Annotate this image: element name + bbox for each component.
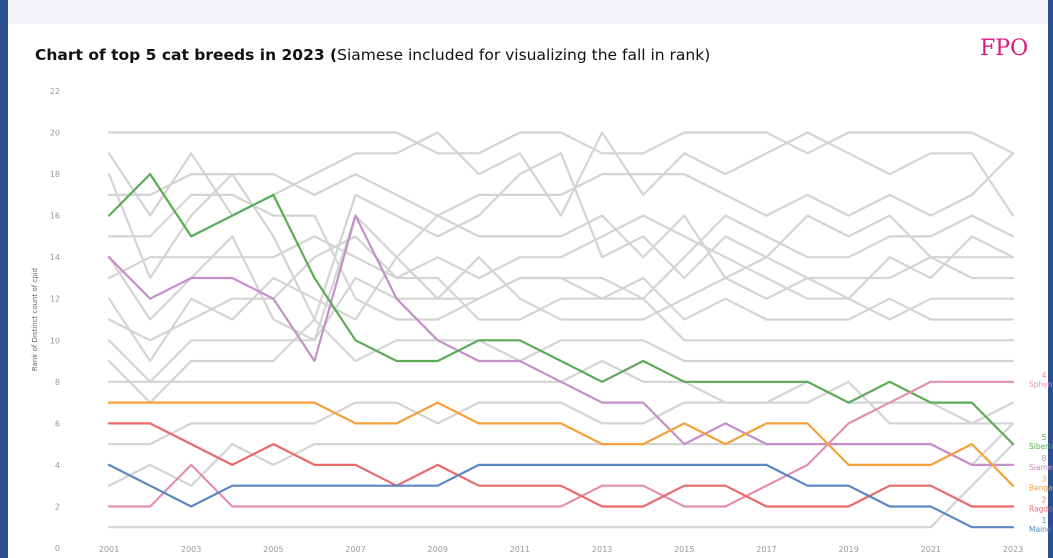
y-tick-label: 22 [50,87,60,96]
y-tick-label: 12 [50,295,60,304]
series-line-other [107,152,1015,217]
y-tick-label: 8 [55,378,60,387]
end-label-rank-siamese: 8 [1042,454,1047,463]
series-line-siberian [107,173,1015,446]
end-label-name-siamese: Siamese [1029,463,1053,472]
series-line-other [107,235,1015,342]
top-strip [8,0,1048,24]
x-tick-label: 2019 [838,545,858,554]
series-line-other [107,131,1015,155]
end-label-rank-maine-coon: 1 [1042,516,1047,525]
y-tick-label: 0 [55,544,60,553]
end-label-rank-siberian: 5 [1042,433,1047,442]
series-line-other [107,422,1015,487]
y-tick-label: 6 [55,419,60,428]
x-tick-label: 2017 [756,545,776,554]
y-axis-title: Rank of Distinct count of cpid [31,268,39,371]
end-label-name-sphynx: Sphynx [1029,380,1053,389]
series-line-other [107,214,1015,300]
series-line-siamese [107,214,1015,466]
series-line-other [107,256,1015,363]
y-tick-label: 10 [50,336,60,345]
y-tick-label: 18 [50,170,60,179]
x-tick-label: 2001 [99,545,119,554]
series-line-other [107,276,1015,383]
y-tick-label: 20 [50,129,60,138]
y-tick-label: 2 [55,502,60,511]
chart-title-bold: Chart of top 5 cat breeds in 2023 ( [35,46,338,64]
x-tick-label: 2021 [921,545,941,554]
x-tick-label: 2011 [510,545,530,554]
y-tick-label: 16 [50,212,60,221]
series-line-bengal [107,401,1015,487]
series-line-other [107,359,1015,425]
series-line-ragdoll [107,422,1015,508]
series-line-sphynx [107,380,1015,508]
series-line-other [107,152,1015,321]
x-tick-label: 2009 [428,545,448,554]
end-label-name-maine-coon: Maine Coon [1029,525,1053,534]
end-label-name-siberian: Siberian [1029,442,1053,451]
chart-title: Chart of top 5 cat breeds in 2023 (Siame… [35,46,710,64]
end-label-rank-ragdoll: 2 [1042,495,1047,504]
series-line-other [107,380,1015,446]
series-line-maine-coon [107,463,1015,529]
series-line-other [107,443,1015,529]
end-label-rank-sphynx: 4 [1042,371,1047,380]
y-tick-label: 4 [55,461,60,470]
x-tick-label: 2005 [263,545,283,554]
end-label-rank-bengal: 3 [1042,475,1047,484]
series-line-other [107,318,1015,404]
x-tick-label: 2013 [592,545,612,554]
x-tick-label: 2007 [345,545,365,554]
x-tick-label: 2015 [674,545,694,554]
y-tick-label: 14 [50,253,60,262]
end-label-name-bengal: Bengal [1029,484,1053,493]
end-label-name-ragdoll: Ragdoll [1029,504,1053,513]
x-tick-label: 2003 [181,545,201,554]
fpo-stamp: FPO [980,36,1029,61]
x-tick-label: 2023 [1003,545,1023,554]
chart-title-rest: Siamese included for visualizing the fal… [337,46,711,64]
